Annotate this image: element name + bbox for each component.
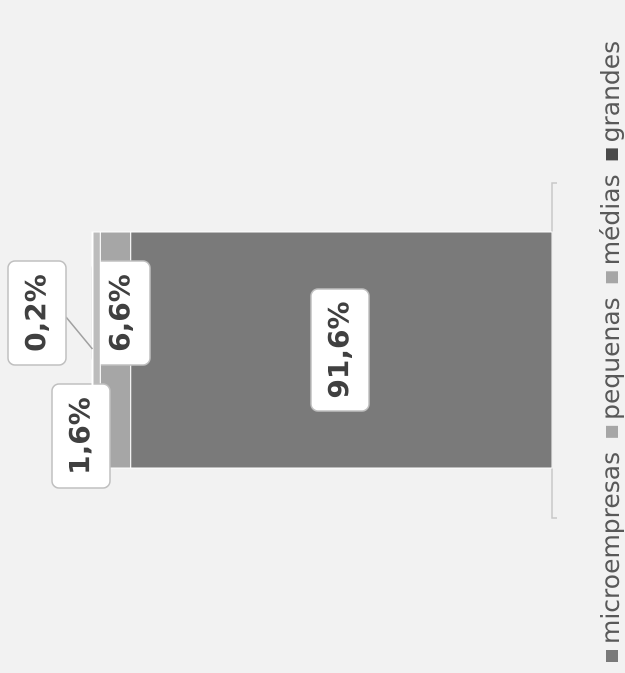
data-label: 6,6% bbox=[103, 274, 136, 352]
legend-swatch bbox=[606, 650, 618, 662]
legend-label: médias bbox=[596, 174, 625, 265]
legend: microempresas pequenas médias grandes bbox=[596, 41, 625, 662]
bar-segment bbox=[91, 231, 94, 469]
leader-line bbox=[65, 316, 94, 350]
legend-swatch bbox=[606, 148, 618, 161]
label-box bbox=[51, 383, 111, 489]
legend-label: pequenas bbox=[596, 297, 625, 420]
label-box bbox=[310, 288, 370, 412]
data-label: 91,6% bbox=[322, 301, 355, 398]
legend-swatch bbox=[606, 271, 618, 284]
label-box bbox=[7, 260, 67, 366]
legend-label: grandes bbox=[596, 41, 625, 143]
data-label: 0,2% bbox=[19, 274, 52, 352]
legend-label: microempresas bbox=[596, 452, 625, 644]
legend-swatch bbox=[606, 425, 618, 438]
axis bbox=[551, 182, 557, 519]
data-label: 1,6% bbox=[63, 397, 96, 475]
